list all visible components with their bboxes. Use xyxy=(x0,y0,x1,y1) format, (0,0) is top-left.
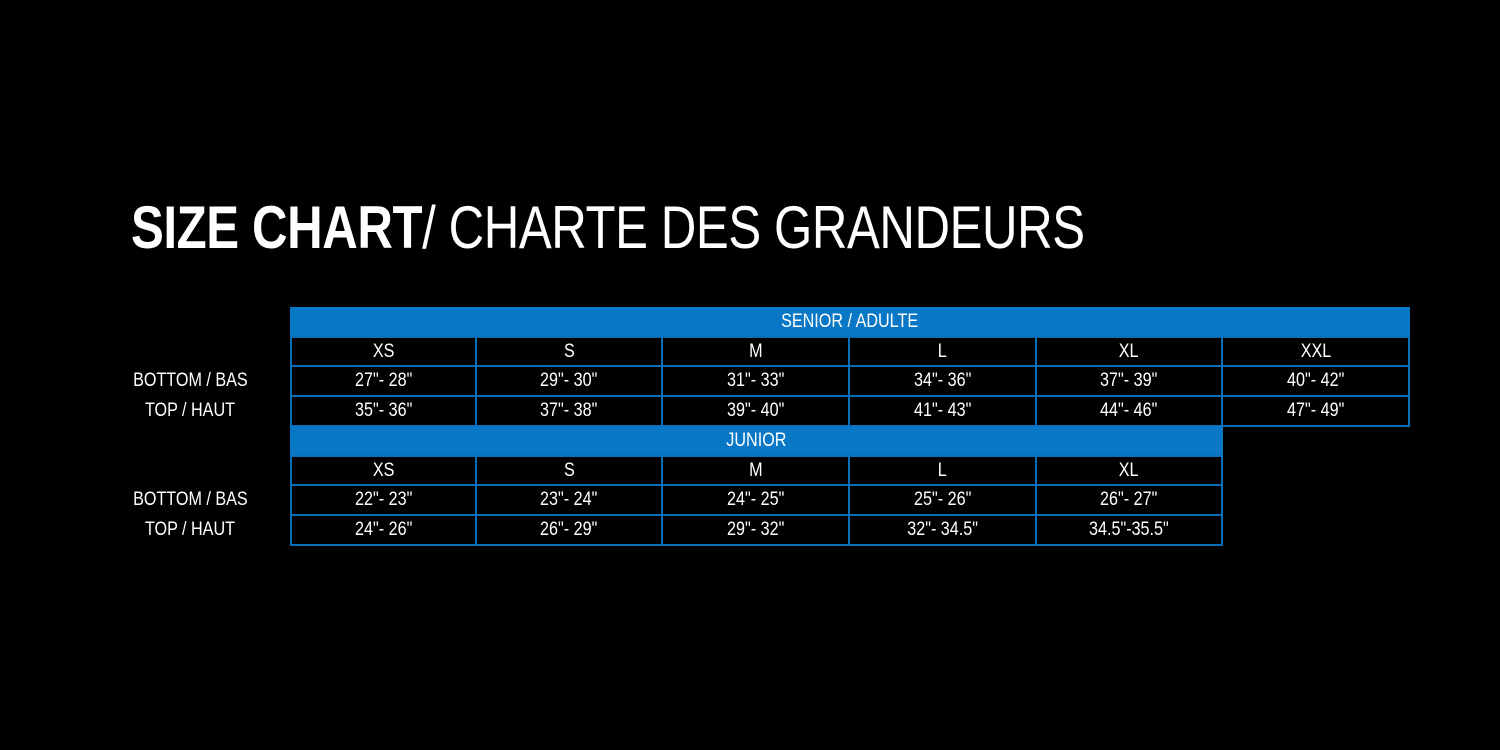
size-cell-text: XXL xyxy=(1300,340,1331,362)
row-label: TOP / HAUT xyxy=(120,515,260,545)
size-cell-text: S xyxy=(563,459,575,481)
measurement-cell-text: 26"- 29" xyxy=(540,518,598,540)
measurement-cell: 41"- 43" xyxy=(848,395,1037,427)
size-cell: M xyxy=(661,454,850,487)
measurement-cell: 22"- 23" xyxy=(290,484,477,517)
measurement-cell: 35"- 36" xyxy=(290,395,477,427)
section-header-label: JUNIOR xyxy=(726,430,787,451)
measurement-cell-text: 24"- 25" xyxy=(727,489,785,511)
measurement-cell-text: 27"- 28" xyxy=(354,370,412,392)
section-header-label: SENIOR / ADULTE xyxy=(781,311,919,332)
size-cell: L xyxy=(848,454,1037,487)
measurement-cell-text: 23"- 24" xyxy=(540,489,598,511)
size-cell: XXL xyxy=(1221,335,1410,368)
size-cell-text: L xyxy=(937,459,947,481)
measurement-cell: 47"- 49" xyxy=(1221,395,1410,427)
measurement-cell: 24"- 26" xyxy=(290,514,477,546)
size-cell-text: M xyxy=(748,340,763,362)
measurement-cell-text: 24"- 26" xyxy=(354,518,412,540)
size-cell-text: S xyxy=(563,340,575,362)
measurement-cell: 24"- 25" xyxy=(661,484,850,517)
section-header: SENIOR / ADULTE xyxy=(290,307,1411,337)
size-cell: XL xyxy=(1034,454,1224,487)
measurement-cell-text: 39"- 40" xyxy=(727,399,785,421)
measurement-cell: 26"- 27" xyxy=(1034,484,1224,517)
measurement-cell-text: 29"- 32" xyxy=(727,518,785,540)
measurement-cell: 25"- 26" xyxy=(848,484,1037,517)
measurement-cell: 34"- 36" xyxy=(848,365,1037,398)
measurement-cell-text: 37"- 38" xyxy=(540,399,598,421)
measurement-cell: 37"- 38" xyxy=(474,395,664,427)
measurement-cell-text: 40"- 42" xyxy=(1287,370,1345,392)
title-english: SIZE CHART xyxy=(131,194,423,261)
size-cell: XS xyxy=(290,335,477,368)
row-label-text: TOP / HAUT xyxy=(144,519,236,541)
measurement-cell: 27"- 28" xyxy=(290,365,477,398)
measurement-cell-text: 26"- 27" xyxy=(1100,489,1158,511)
measurement-cell-text: 22"- 23" xyxy=(354,489,412,511)
measurement-cell-text: 29"- 30" xyxy=(540,370,598,392)
measurement-cell-text: 44"- 46" xyxy=(1100,399,1158,421)
size-cell-text: XS xyxy=(372,340,395,362)
measurement-cell: 23"- 24" xyxy=(474,484,664,517)
size-cell-text: XL xyxy=(1119,459,1139,481)
measurement-cell: 29"- 30" xyxy=(474,365,664,398)
row-label-text: BOTTOM / BAS xyxy=(132,489,248,511)
measurement-cell-text: 41"- 43" xyxy=(913,399,971,421)
measurement-cell: 34.5"-35.5" xyxy=(1034,514,1224,546)
measurement-cell-text: 34.5"-35.5" xyxy=(1089,518,1169,540)
measurement-cell: 26"- 29" xyxy=(474,514,664,546)
size-cell: M xyxy=(661,335,850,368)
row-label-text: TOP / HAUT xyxy=(144,400,236,422)
measurement-cell-text: 34"- 36" xyxy=(913,370,971,392)
measurement-cell-text: 25"- 26" xyxy=(913,489,971,511)
row-label: BOTTOM / BAS xyxy=(120,366,260,396)
size-cell: L xyxy=(848,335,1037,368)
measurement-cell-text: 32"- 34.5" xyxy=(906,518,978,540)
measurement-cell-text: 31"- 33" xyxy=(727,370,785,392)
size-cell: S xyxy=(474,454,664,487)
measurement-cell-text: 47"- 49" xyxy=(1287,399,1345,421)
row-label: BOTTOM / BAS xyxy=(120,485,260,515)
measurement-cell: 37"- 39" xyxy=(1034,365,1224,398)
measurement-cell: 32"- 34.5" xyxy=(848,514,1037,546)
measurement-cell: 29"- 32" xyxy=(661,514,850,546)
measurement-cell: 40"- 42" xyxy=(1221,365,1410,398)
measurement-cell: 44"- 46" xyxy=(1034,395,1224,427)
size-cell: XS xyxy=(290,454,477,487)
size-cell: XL xyxy=(1034,335,1224,368)
size-cell: S xyxy=(474,335,664,368)
row-label: TOP / HAUT xyxy=(120,396,260,426)
size-cell-text: M xyxy=(748,459,763,481)
size-cell-text: XL xyxy=(1119,340,1139,362)
measurement-cell-text: 35"- 36" xyxy=(354,399,412,421)
page-title: SIZE CHART/ CHARTE DES GRANDEURS xyxy=(131,196,1085,260)
section-header: JUNIOR xyxy=(290,426,1224,456)
size-cell-text: XS xyxy=(372,459,395,481)
measurement-cell: 31"- 33" xyxy=(661,365,850,398)
measurement-cell: 39"- 40" xyxy=(661,395,850,427)
measurement-cell-text: 37"- 39" xyxy=(1100,370,1158,392)
row-label-text: BOTTOM / BAS xyxy=(132,370,248,392)
size-cell-text: L xyxy=(937,340,947,362)
title-french: / CHARTE DES GRANDEURS xyxy=(422,194,1085,261)
